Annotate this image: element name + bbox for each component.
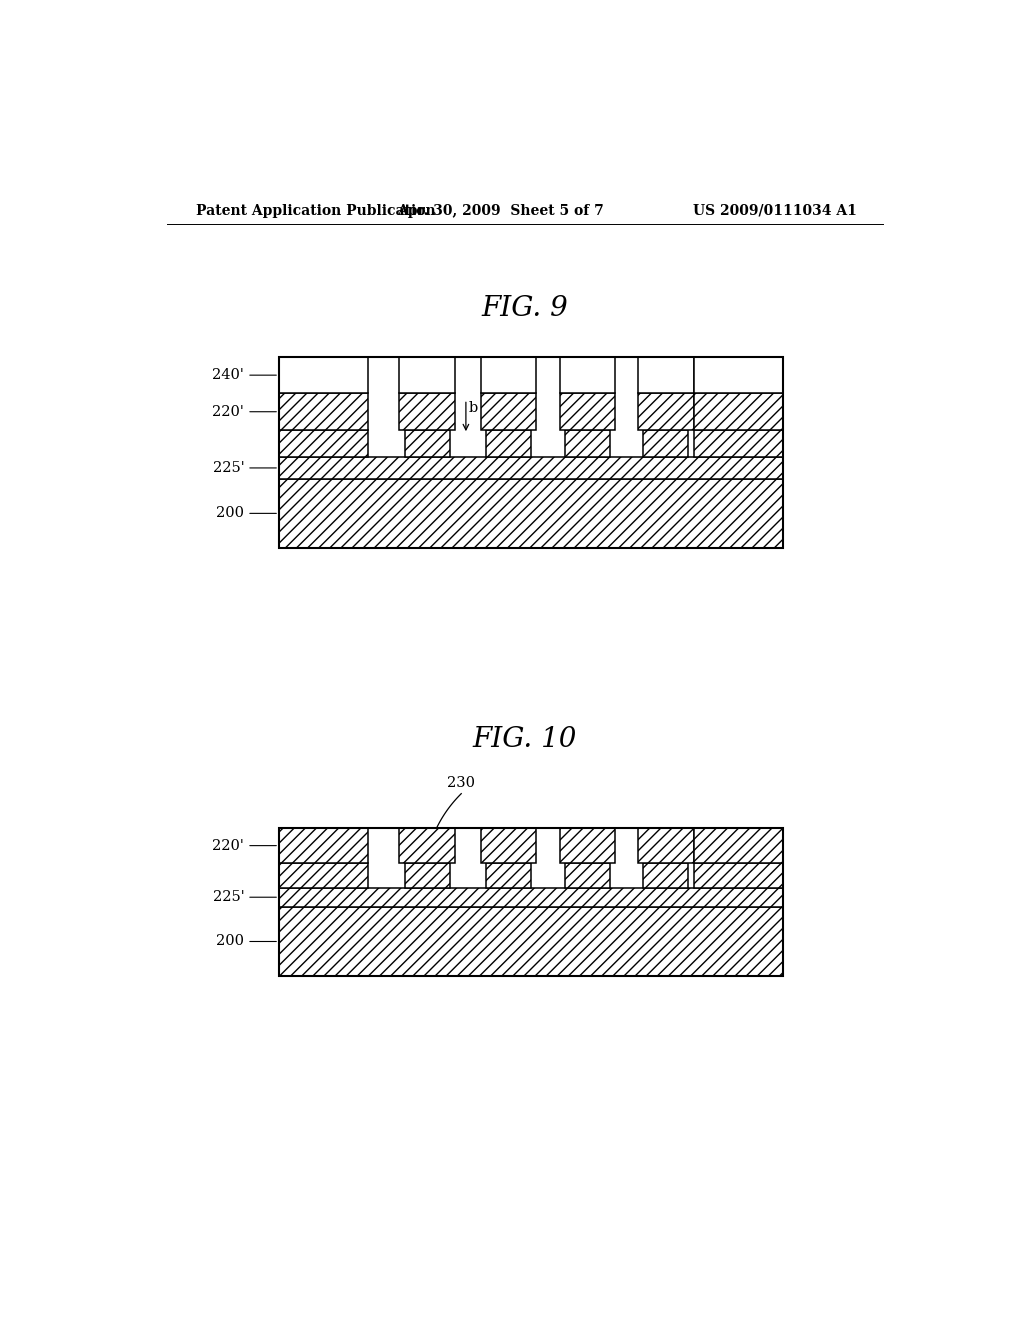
Bar bbox=[480, 829, 537, 863]
Text: 200: 200 bbox=[216, 935, 276, 949]
Text: FIG. 9: FIG. 9 bbox=[481, 296, 568, 322]
Text: Apr. 30, 2009  Sheet 5 of 7: Apr. 30, 2009 Sheet 5 of 7 bbox=[396, 203, 603, 218]
Bar bbox=[693, 430, 783, 457]
Bar bbox=[280, 430, 369, 457]
Text: b: b bbox=[469, 401, 478, 414]
Bar bbox=[638, 829, 693, 863]
Bar bbox=[404, 863, 450, 887]
Bar bbox=[280, 393, 369, 430]
Bar bbox=[280, 887, 783, 907]
Bar bbox=[280, 479, 783, 548]
Text: Patent Application Publication: Patent Application Publication bbox=[197, 203, 436, 218]
Bar bbox=[480, 358, 537, 393]
Bar bbox=[486, 430, 531, 457]
Text: 225': 225' bbox=[213, 890, 276, 904]
Bar bbox=[565, 863, 610, 887]
Bar bbox=[280, 829, 369, 863]
Bar bbox=[280, 358, 783, 548]
Bar bbox=[404, 430, 450, 457]
Bar bbox=[560, 358, 615, 393]
Text: 225': 225' bbox=[213, 461, 276, 475]
Bar bbox=[399, 358, 455, 393]
Bar bbox=[560, 393, 615, 430]
Bar bbox=[693, 393, 783, 430]
Bar bbox=[480, 393, 537, 430]
Text: 220': 220' bbox=[212, 838, 276, 853]
Bar bbox=[399, 393, 455, 430]
Bar bbox=[280, 907, 783, 977]
Text: US 2009/0111034 A1: US 2009/0111034 A1 bbox=[692, 203, 856, 218]
Bar bbox=[638, 358, 693, 393]
Bar bbox=[560, 829, 615, 863]
Bar bbox=[643, 863, 688, 887]
Text: 230: 230 bbox=[447, 776, 475, 789]
Text: FIG. 10: FIG. 10 bbox=[473, 726, 577, 754]
Bar bbox=[693, 829, 783, 863]
Bar bbox=[693, 358, 783, 393]
Text: 220': 220' bbox=[212, 405, 276, 418]
Bar bbox=[643, 430, 688, 457]
Bar bbox=[638, 393, 693, 430]
Text: 240': 240' bbox=[212, 368, 276, 383]
Bar bbox=[280, 863, 369, 887]
Bar bbox=[280, 457, 783, 479]
Bar bbox=[486, 863, 531, 887]
Bar bbox=[565, 430, 610, 457]
Bar bbox=[399, 829, 455, 863]
Bar bbox=[280, 358, 369, 393]
Bar bbox=[693, 863, 783, 887]
Bar bbox=[280, 829, 783, 975]
Text: 200: 200 bbox=[216, 507, 276, 520]
